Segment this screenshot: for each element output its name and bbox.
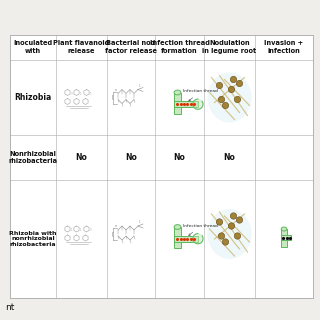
- Circle shape: [230, 213, 237, 219]
- Circle shape: [234, 233, 241, 239]
- Circle shape: [216, 82, 223, 89]
- Text: n: n: [115, 224, 117, 228]
- Text: No: No: [125, 153, 137, 162]
- Circle shape: [236, 217, 243, 223]
- Text: No: No: [76, 153, 87, 162]
- Circle shape: [230, 76, 237, 83]
- Text: 1: 1: [139, 84, 141, 87]
- Text: 1: 1: [70, 228, 72, 232]
- Text: No: No: [173, 153, 185, 162]
- Bar: [174, 101, 198, 107]
- Text: 3: 3: [90, 92, 91, 95]
- Text: 3: 3: [79, 228, 81, 232]
- Circle shape: [222, 239, 229, 245]
- Bar: [281, 229, 287, 247]
- Text: [: [: [112, 231, 114, 236]
- Text: nt: nt: [5, 303, 14, 312]
- Text: n: n: [115, 87, 117, 92]
- Polygon shape: [193, 234, 203, 244]
- Text: 3: 3: [79, 92, 81, 95]
- Text: 2: 2: [70, 92, 72, 95]
- Bar: [174, 236, 198, 242]
- Circle shape: [218, 233, 225, 239]
- Text: No: No: [224, 153, 236, 162]
- Text: Infection thread: Infection thread: [183, 224, 218, 236]
- Polygon shape: [193, 99, 203, 109]
- Text: Nonrhizobial
rhizobacteria: Nonrhizobial rhizobacteria: [8, 151, 58, 164]
- Text: Infection thread: Infection thread: [183, 89, 218, 101]
- Text: Invasion +
infection: Invasion + infection: [264, 40, 304, 54]
- Text: Rhizobia with
nonrhizobial
rhizobacteria: Rhizobia with nonrhizobial rhizobacteria: [9, 231, 57, 247]
- Circle shape: [218, 96, 225, 103]
- Text: 1: 1: [90, 228, 91, 232]
- Bar: [174, 227, 181, 248]
- Circle shape: [234, 96, 241, 103]
- Text: Infection thread
formation: Infection thread formation: [149, 40, 209, 54]
- Ellipse shape: [174, 225, 181, 229]
- Ellipse shape: [207, 209, 252, 259]
- Circle shape: [228, 223, 235, 229]
- Text: Bacterial nod
factor release: Bacterial nod factor release: [105, 40, 157, 54]
- Bar: [281, 236, 291, 240]
- Circle shape: [222, 102, 229, 109]
- Circle shape: [228, 86, 235, 93]
- Ellipse shape: [174, 90, 181, 95]
- Text: Nodulation
in legume root: Nodulation in legume root: [203, 40, 257, 54]
- Ellipse shape: [281, 227, 287, 231]
- Circle shape: [216, 219, 223, 225]
- Text: 1: 1: [139, 220, 141, 224]
- Bar: [10, 35, 313, 298]
- Text: Plant flavanoid
release: Plant flavanoid release: [53, 40, 110, 54]
- Bar: [174, 92, 181, 114]
- Text: [: [: [112, 94, 114, 100]
- Text: Inoculated
with: Inoculated with: [13, 40, 52, 54]
- Text: Rhizobia: Rhizobia: [14, 93, 52, 102]
- Circle shape: [236, 80, 243, 87]
- Ellipse shape: [207, 73, 252, 123]
